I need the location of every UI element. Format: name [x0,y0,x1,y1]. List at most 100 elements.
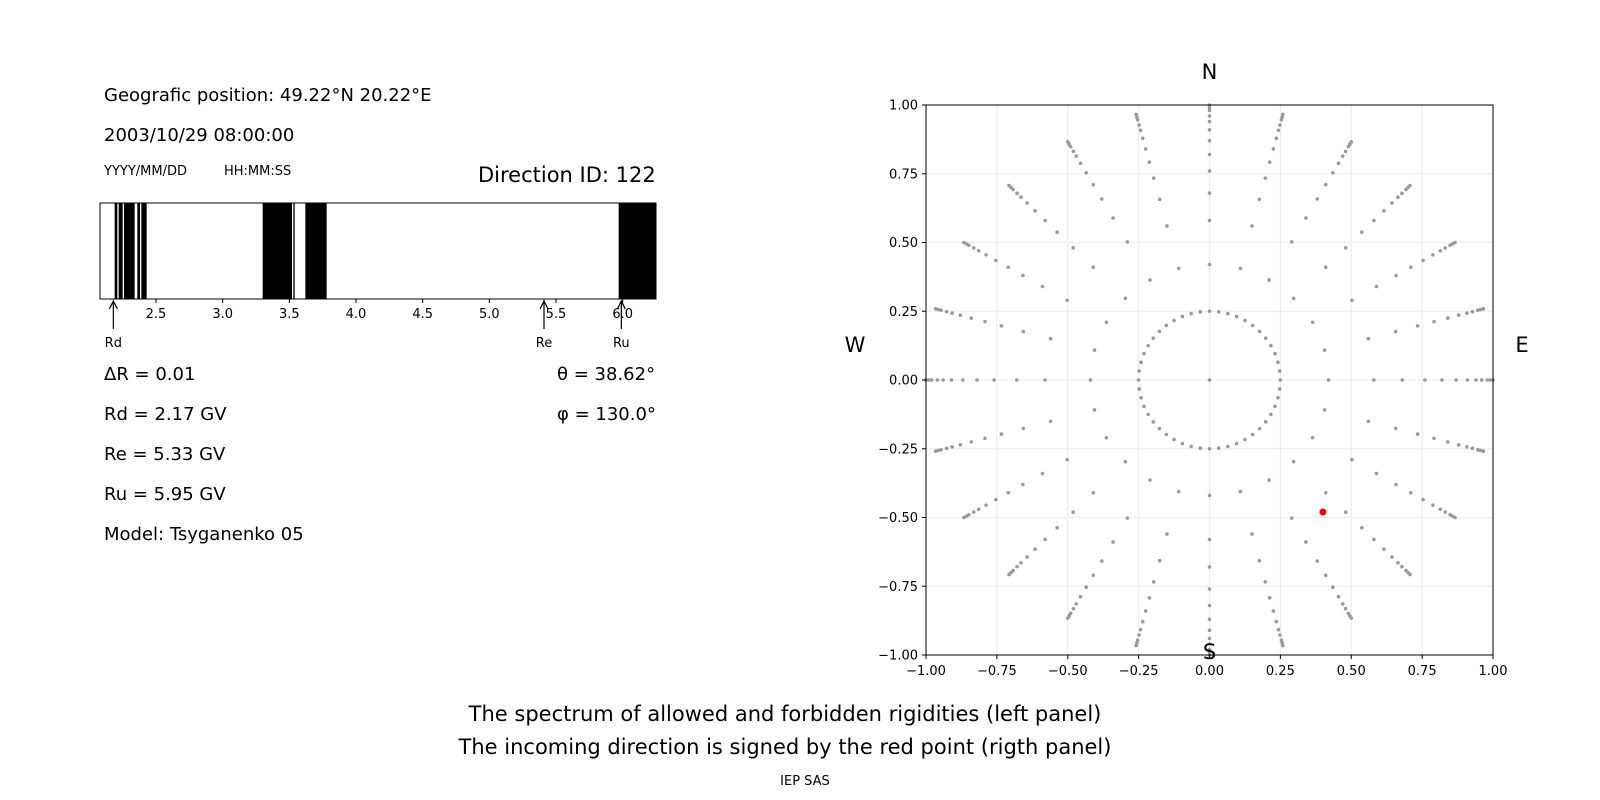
incoming-direction-point [1319,508,1327,516]
direction-point [1269,343,1273,348]
direction-point [1207,262,1212,267]
direction-point [944,309,949,314]
forbidden-band [118,203,123,299]
spectrum-x-tick-label: 6.0 [612,307,633,322]
direction-point [1267,278,1271,282]
direction-point [1071,149,1076,154]
compass-west-label: W [845,333,866,357]
direction-point [1157,329,1162,334]
direction-point [1207,138,1212,143]
direction-point [1278,123,1282,127]
marker-arrowhead-re [539,299,549,310]
direction-point [1274,136,1279,141]
spectrum-x-tick-label: 2.5 [146,307,167,322]
direction-point [1084,585,1088,589]
direction-point [1250,224,1254,228]
direction-point [1276,360,1280,365]
direction-point [1207,378,1212,382]
direction-point [1043,537,1047,542]
direction-point [1165,224,1169,228]
direction-point [1400,191,1404,196]
direction-point [1147,160,1152,164]
direction-point [1476,447,1480,452]
direction-point [1006,490,1010,495]
direction-point [1456,442,1461,447]
direction-id: Direction ID: 122 [478,163,656,187]
direction-point [1276,128,1281,133]
direction-point [1394,482,1398,487]
direction-point [1421,497,1425,502]
direction-point [1277,369,1282,373]
direction-point [1138,128,1143,133]
direction-point [1137,387,1142,391]
direction-point [1291,296,1296,301]
direction-point [1015,191,1019,196]
direction-point [1470,309,1475,314]
model-name: Model: Tsyganenko 05 [104,524,304,545]
forbidden-band [114,203,118,299]
direction-point [976,248,981,253]
direction-point [1099,559,1104,563]
direction-point [1415,432,1420,436]
spectrum-frame [99,202,657,300]
direction-point [1134,112,1138,117]
direction-point [1431,503,1435,507]
direction-point [1349,140,1354,144]
direction-point [939,447,943,452]
direction-point [939,308,943,313]
direction-point [1033,209,1037,213]
direction-point [1453,240,1457,245]
direction-point [1040,284,1045,289]
direction-point [1396,560,1400,565]
direction-point [1326,378,1331,382]
direction-point [1443,246,1447,250]
direction-point [1198,310,1203,314]
direction-point [1323,182,1328,187]
direction-point [1071,245,1075,250]
direction-point [933,307,938,311]
direction-point [969,440,974,444]
direction-point [1454,378,1458,382]
sky-x-tick-label: 1.00 [1479,664,1508,675]
direction-point [1207,446,1212,451]
direction-point [1207,647,1212,652]
direction-point [1176,489,1181,494]
direction-point [1007,572,1011,577]
direction-point [1198,446,1203,450]
direction-point [1273,351,1277,356]
direction-point [1372,218,1376,223]
theta-value: θ = 38.62° [557,364,656,385]
ru-value: Ru = 5.95 GV [104,484,226,505]
direction-point [1238,489,1243,494]
direction-point [1415,324,1420,328]
direction-point [1271,147,1276,151]
direction-point [1021,329,1026,334]
direction-point [1478,448,1483,453]
direction-point [1125,240,1130,244]
direction-point [1207,587,1212,591]
direction-point [1157,197,1162,202]
direction-point [1372,378,1376,382]
geo-position: Geografic position: 49.22°N 20.22°E [104,85,432,106]
footer-label: IEP SAS [780,774,830,789]
direction-point [1243,437,1247,442]
direction-point [1276,627,1281,632]
direction-point [1421,258,1425,263]
direction-point [1274,619,1279,624]
forbidden-band [124,203,135,299]
direction-point [1123,296,1128,301]
direction-point [1071,510,1075,515]
sky-y-tick-label: 0.25 [889,305,918,320]
direction-point [936,448,941,453]
direction-point [950,311,954,315]
direction-point [1323,573,1328,578]
compass-north-label: N [1202,60,1218,84]
direction-point [1315,559,1320,563]
direction-point [1396,195,1400,200]
direction-point [1481,307,1486,311]
direction-point [1134,643,1138,648]
direction-point [1453,515,1457,520]
direction-point [1465,311,1469,315]
direction-point [1331,171,1335,175]
marker-arrowhead-rd [108,299,118,310]
